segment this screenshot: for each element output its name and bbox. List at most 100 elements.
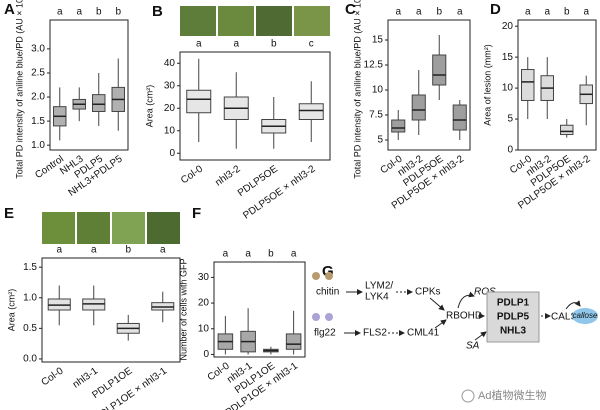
panel-label: E	[4, 205, 14, 222]
diagram: G chitin flg22 LYM2/ LYK4 CPKs FLS2 CML4…	[312, 263, 598, 352]
y-tick-label: 2.5	[31, 68, 45, 79]
node: ROS	[474, 287, 496, 298]
y-tick-label: 1.5	[23, 262, 37, 273]
node: chitin	[316, 287, 339, 298]
group-letter: a	[160, 245, 166, 256]
group-letter: a	[583, 7, 589, 18]
y-tick-label: 10	[372, 85, 384, 96]
photos-e	[42, 212, 180, 244]
y-tick-label: 5	[377, 135, 383, 146]
y-axis-label: Area (cm²)	[6, 289, 16, 332]
y-tick-label: 20	[198, 298, 210, 309]
plot-frame	[517, 19, 597, 151]
group-letter: a	[223, 249, 229, 260]
box	[298, 103, 324, 120]
group-letter: a	[196, 39, 202, 50]
y-tick-label: 3.0	[31, 44, 45, 55]
group-letter: a	[544, 7, 550, 18]
group-letter: b	[268, 249, 274, 260]
panel-label: G	[322, 263, 334, 280]
y-axis-label: Number of cells with GFP	[178, 258, 188, 360]
group-letter: a	[291, 249, 297, 260]
node: PDLP1	[497, 298, 530, 309]
node: CPKs	[415, 287, 441, 298]
y-tick-label: 1.5	[31, 116, 45, 127]
box	[92, 94, 106, 112]
y-tick-label: 0	[507, 145, 513, 156]
y-tick-label: 10	[164, 125, 176, 136]
plot-frame	[387, 19, 471, 151]
group-letter: a	[91, 245, 97, 256]
y-axis-label: Area (cm²)	[144, 85, 154, 128]
y-tick-label: 30	[164, 80, 176, 91]
box	[411, 94, 426, 121]
y-tick-label: 10	[198, 323, 210, 334]
y-tick-label: 20	[164, 103, 176, 114]
watermark-text: Ad植物微生物	[478, 388, 546, 402]
node: LYK4	[365, 292, 389, 303]
node: NHL3	[500, 326, 527, 337]
panel-label: A	[4, 1, 15, 18]
group-letter: b	[564, 7, 570, 18]
node: LYM2/	[365, 281, 393, 292]
plot-frame	[41, 257, 181, 363]
node: RBOHD	[446, 311, 482, 322]
plot-frame	[179, 51, 331, 161]
y-tick-label: 10	[502, 83, 514, 94]
node: callose	[573, 311, 598, 320]
group-letter: b	[125, 245, 131, 256]
y-tick-label: 40	[164, 58, 176, 69]
group-letter: b	[96, 7, 102, 18]
group-letter: a	[57, 7, 63, 18]
group-letter: a	[525, 7, 531, 18]
plot-frame	[49, 19, 129, 151]
group-letter: a	[245, 249, 251, 260]
panel-label: B	[152, 3, 163, 20]
panel-label: D	[490, 1, 501, 18]
group-letter: b	[115, 7, 121, 18]
group-letter: a	[395, 7, 401, 18]
group-letter: a	[457, 7, 463, 18]
y-tick-label: 30	[198, 272, 210, 283]
y-tick-label: 15	[502, 52, 514, 63]
y-tick-label: 20	[502, 21, 514, 32]
y-axis-label: Total PD intensity of aniline blue/PD (A…	[14, 0, 24, 179]
y-tick-label: 5	[507, 114, 513, 125]
y-tick-label: 2.0	[31, 92, 45, 103]
y-axis-label: Area of lesion (mm²)	[482, 44, 492, 126]
box	[285, 333, 302, 350]
y-tick-label: 0.5	[23, 323, 37, 334]
box	[391, 119, 406, 133]
box	[521, 69, 535, 101]
box	[432, 54, 447, 86]
group-letter: c	[309, 39, 314, 50]
node: flg22	[314, 328, 336, 339]
group-letter: a	[56, 245, 62, 256]
y-tick-label: 7.5	[369, 110, 383, 121]
node: CML41	[407, 328, 440, 339]
group-letter: b	[271, 39, 277, 50]
x-tick-label: Col-0	[40, 365, 66, 388]
node: SA	[466, 341, 480, 352]
box	[452, 104, 467, 131]
y-tick-label: 0	[169, 148, 175, 159]
panel-label: F	[192, 205, 201, 222]
plot-frame	[213, 261, 306, 358]
group-letter: a	[233, 39, 239, 50]
y-tick-label: 1.0	[23, 292, 37, 303]
photos-b	[180, 6, 330, 36]
node: PDLP5	[497, 312, 530, 323]
node: CALS1	[551, 312, 583, 323]
group-letter: a	[76, 7, 82, 18]
x-tick-label: Col-0	[179, 163, 205, 186]
x-tick-label: nhl3-1	[71, 365, 100, 390]
group-letter: b	[436, 7, 442, 18]
watermark: Ad植物微生物	[461, 388, 546, 403]
x-tick-label: nhl3-2	[213, 163, 242, 188]
group-letter: a	[416, 7, 422, 18]
y-axis-label: Total PD intensity of aniline blue/PD (A…	[352, 0, 362, 179]
box	[186, 89, 212, 114]
panel-label: C	[345, 1, 356, 18]
y-tick-label: 12.5	[364, 60, 384, 71]
